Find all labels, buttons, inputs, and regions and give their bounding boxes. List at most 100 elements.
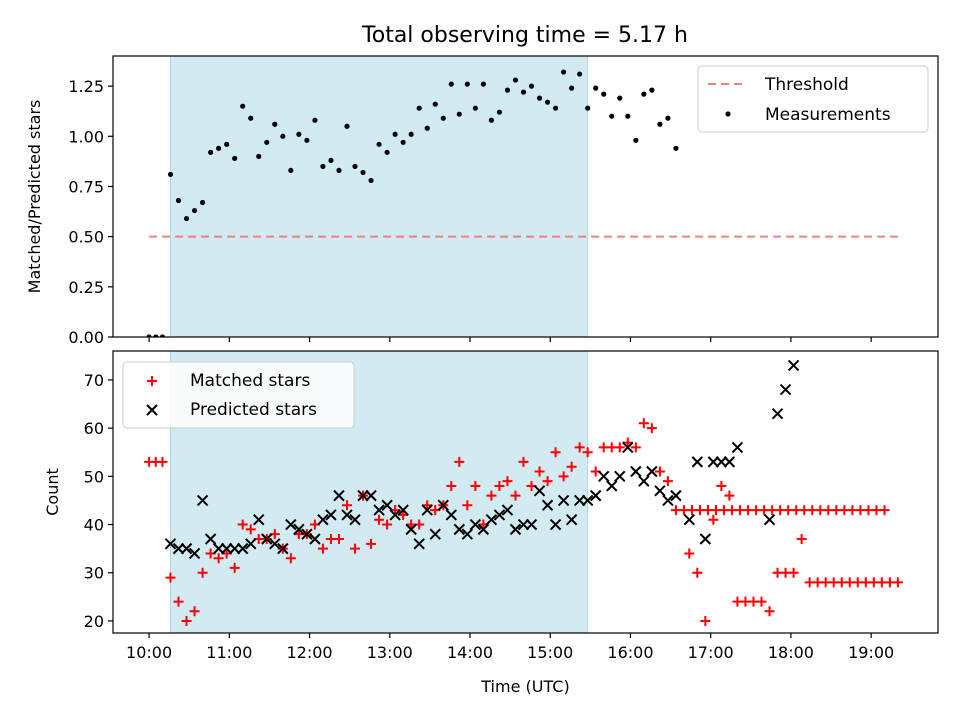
measurement-point — [601, 91, 607, 97]
matched-star-point — [879, 505, 890, 516]
measurement-point — [528, 83, 535, 89]
measurement-point — [569, 85, 575, 91]
panel-count: 20 30 40 50 60 70 10:00 11:00 12:00 13:00 14:00 15:… — [43, 350, 939, 696]
predicted-star-point — [723, 456, 736, 468]
measurement-point — [561, 69, 567, 75]
predicted-star-point — [245, 538, 257, 550]
predicted-star-point — [317, 514, 329, 526]
matched-star-point — [550, 447, 561, 458]
matched-star-point — [197, 567, 208, 578]
measurement-point — [512, 77, 519, 83]
matched-star-point — [454, 456, 465, 467]
measurement-point — [448, 81, 454, 87]
predicted-star-point — [236, 542, 249, 555]
predicted-star-point — [453, 523, 466, 536]
matched-star-point — [764, 606, 775, 617]
measurement-point — [400, 139, 406, 145]
measurement-point — [641, 91, 647, 97]
y-tick-label: 1.00 — [68, 127, 104, 146]
matched-star-point — [542, 476, 553, 487]
y-tick-label: 0.00 — [68, 328, 104, 347]
measurement-point — [544, 99, 551, 105]
predicted-star-point — [309, 533, 321, 545]
measurement-point — [432, 101, 438, 107]
predicted-star-point — [429, 528, 441, 540]
legend-box — [697, 65, 929, 133]
measurement-point — [480, 81, 486, 87]
predicted-star-point — [598, 470, 610, 483]
y-tick-label: 0.75 — [68, 177, 104, 196]
measurement-point — [392, 131, 398, 137]
matched-star-point — [708, 514, 719, 525]
measurement-point — [585, 105, 591, 111]
matched-star-point — [518, 456, 529, 467]
predicted-star-point — [349, 514, 361, 526]
measurement-point — [153, 334, 159, 337]
measurement-point — [248, 115, 254, 121]
x-tick-label: 19:00 — [848, 643, 894, 662]
measurement-point — [191, 207, 198, 214]
predicted-star-point — [630, 465, 642, 478]
predicted-star-point — [196, 494, 209, 507]
x-tick-label: 14:00 — [447, 643, 493, 662]
x-tick-label: 11:00 — [206, 643, 252, 662]
predicted-star-point — [277, 542, 289, 555]
predicted-star-point — [670, 489, 682, 502]
measurement-point — [384, 149, 390, 155]
measurement-point — [272, 121, 278, 127]
measurement-point — [552, 105, 559, 111]
predicted-star-point — [557, 494, 570, 507]
series-predicted-stars — [164, 359, 800, 560]
legend-predicted-label: Predicted stars — [190, 400, 317, 420]
predicted-star-point — [683, 514, 696, 526]
matched-star-point — [502, 476, 513, 487]
matched-star-point — [630, 442, 641, 453]
predicted-star-point — [397, 504, 409, 516]
measurement-point — [617, 95, 623, 101]
measurement-point — [424, 125, 430, 131]
predicted-star-point — [389, 509, 401, 521]
matched-star-point — [654, 466, 665, 477]
measurement-point — [146, 334, 152, 337]
measurement-point — [175, 197, 182, 204]
matched-star-point — [446, 480, 457, 491]
predicted-star-point — [771, 407, 784, 420]
axes-frame — [112, 350, 939, 634]
measurement-point — [504, 87, 511, 93]
y-tick-label: 1.25 — [68, 77, 104, 96]
measurement-point — [536, 95, 543, 101]
predicted-star-point — [421, 504, 433, 516]
matched-star-point — [350, 543, 361, 554]
measurement-point — [376, 141, 382, 147]
measurement-point — [625, 113, 631, 119]
predicted-star-point — [405, 523, 417, 536]
predicted-star-point — [285, 518, 297, 531]
measurement-point — [472, 105, 478, 111]
x-tick-label: 15:00 — [527, 643, 573, 662]
measurement-point — [368, 177, 374, 184]
matched-star-point — [756, 596, 767, 607]
matched-star-point — [582, 447, 593, 458]
matched-star-point — [892, 577, 903, 588]
predicted-star-point — [606, 480, 618, 492]
predicted-star-point — [565, 514, 578, 526]
y-axis-label: Count — [43, 468, 62, 516]
legend-threshold-label: Threshold — [764, 75, 849, 95]
matched-star-point — [494, 480, 505, 491]
measurement-point — [673, 145, 679, 151]
panel-ratio: 0.00 0.25 0.50 0.75 1.00 1.25 Matched/Predicte… — [25, 55, 939, 347]
predicted-star-point — [501, 504, 514, 516]
matched-star-point — [510, 490, 521, 501]
y-tick-label: 0.50 — [68, 228, 104, 247]
x-tick-label: 10:00 — [126, 643, 172, 662]
measurement-point — [665, 115, 671, 121]
predicted-star-point — [614, 470, 626, 483]
measurement-point — [336, 167, 342, 174]
matched-star-point — [374, 514, 385, 525]
matched-star-point — [700, 615, 711, 626]
x-axis-label: Time (UTC) — [480, 677, 569, 696]
predicted-star-point — [662, 494, 674, 507]
matched-star-point — [574, 442, 585, 453]
measurement-point — [208, 149, 214, 155]
